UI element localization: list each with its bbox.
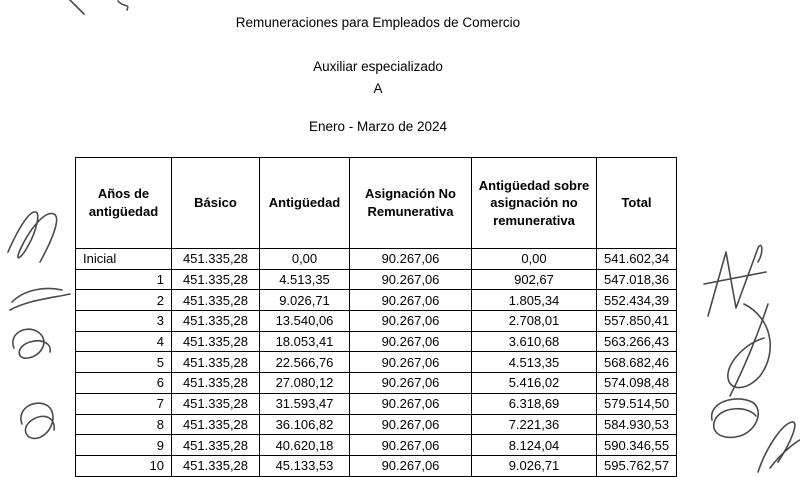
table-cell: 595.762,57	[596, 454, 677, 477]
table-cell: 451.335,28	[171, 372, 260, 394]
table-cell: 451.335,28	[171, 310, 260, 332]
table-cell: 1	[75, 268, 172, 291]
table-cell: 9.026,71	[471, 454, 597, 477]
column-header-5: Total	[596, 157, 677, 249]
table-cell: 902,67	[471, 268, 597, 291]
table-cell: 451.335,28	[171, 413, 260, 436]
table-row: 3 451.335,28 13.540,06 90.267,06 2.708,01 557…	[75, 310, 677, 332]
table-cell: 552.434,39	[596, 289, 677, 312]
signature-scribble-right-1-icon	[703, 244, 767, 317]
table-cell: 9	[75, 434, 172, 456]
table-cell: 36.106,82	[259, 413, 350, 436]
table-cell: 2	[75, 289, 172, 312]
table-row: 8 451.335,28 36.106,82 90.267,06 7.221,36 584…	[75, 413, 677, 436]
table-cell: 90.267,06	[349, 248, 472, 270]
table-header-row: Años de antigüedad Básico Antigüedad Asigna…	[75, 157, 677, 249]
table-cell: 4.513,35	[259, 268, 350, 291]
table-cell: 9.026,71	[259, 289, 350, 312]
table-cell: 90.267,06	[349, 372, 472, 394]
column-header-3: Asignación No Remunerativa	[349, 157, 472, 249]
table-cell: 584.930,53	[596, 413, 677, 436]
table-cell: 4	[75, 330, 172, 353]
document-subtitle: Auxiliar especializado	[313, 59, 443, 74]
table-cell: 6.318,69	[471, 392, 597, 415]
column-header-1: Básico	[171, 157, 260, 249]
table-cell: 579.514,50	[596, 392, 677, 415]
column-header-2: Antigüedad	[259, 157, 350, 249]
table-row: 5 451.335,28 22.566,76 90.267,06 4.513,35 568…	[75, 351, 677, 374]
signature-scribble-right-4-icon	[757, 421, 800, 473]
table-cell: 451.335,28	[171, 330, 260, 353]
table-cell: 8.124,04	[471, 434, 597, 456]
table-cell: 90.267,06	[349, 289, 472, 312]
table-cell: 547.018,36	[596, 268, 677, 291]
table-row: 2 451.335,28 9.026,71 90.267,06 1.805,34 552.…	[75, 289, 677, 312]
table-cell: 568.682,46	[596, 351, 677, 374]
table-row: 4 451.335,28 18.053,41 90.267,06 3.610,68 563…	[75, 330, 677, 353]
table-cell: 4.513,35	[471, 351, 597, 374]
table-cell: 90.267,06	[349, 351, 472, 374]
table-cell: 541.602,34	[596, 248, 677, 270]
table-cell: 90.267,06	[349, 310, 472, 332]
table-cell: 563.266,43	[596, 330, 677, 353]
table-row: 9 451.335,28 40.620,18 90.267,06 8.124,04 590…	[75, 434, 677, 456]
table-cell: 5	[75, 351, 172, 374]
table-cell: 3	[75, 310, 172, 332]
table-cell: 0,00	[471, 248, 597, 270]
table-cell: 90.267,06	[349, 413, 472, 436]
table-cell: 0,00	[259, 248, 350, 270]
signature-scribble-left-2-icon	[9, 287, 71, 311]
column-header-0: Años de antigüedad	[75, 157, 172, 249]
column-header-4: Antigüedad sobre asignación no remunerat…	[471, 157, 597, 249]
table-cell: 3.610,68	[471, 330, 597, 353]
table-cell: 90.267,06	[349, 268, 472, 291]
table-cell: 557.850,41	[596, 310, 677, 332]
signature-scribble-left-3-icon	[12, 328, 52, 359]
table-cell: 7.221,36	[471, 413, 597, 436]
signature-scribble-left-4-icon	[20, 402, 55, 440]
table-cell: 451.335,28	[171, 248, 260, 270]
table-row: 1 451.335,28 4.513,35 90.267,06 902,67 547.01…	[75, 268, 677, 291]
table-cell: 31.593,47	[259, 392, 350, 415]
table-cell: 5.416,02	[471, 372, 597, 394]
table-cell: 451.335,28	[171, 268, 260, 291]
table-cell: 27.080,12	[259, 372, 350, 394]
table-cell: 90.267,06	[349, 454, 472, 477]
table-cell: 40.620,18	[259, 434, 350, 456]
table-cell: 13.540,06	[259, 310, 350, 332]
document-header: Remuneraciones para Empleados de Comerci…	[0, 0, 756, 134]
table-cell: 451.335,28	[171, 454, 260, 477]
salary-scale-table: Años de antigüedad Básico Antigüedad Asigna…	[75, 157, 677, 477]
signature-scribble-left-1-icon	[7, 211, 58, 263]
table-row: 10 451.335,28 45.133,53 90.267,06 9.026,71 59…	[75, 454, 677, 477]
signature-scribble-right-3-icon	[710, 398, 760, 439]
table-cell: 1.805,34	[471, 289, 597, 312]
table-cell: 6	[75, 372, 172, 394]
category-label: A	[373, 81, 383, 96]
table-cell: 451.335,28	[171, 289, 260, 312]
table-row: 7 451.335,28 31.593,47 90.267,06 6.318,69 579…	[75, 392, 677, 415]
table-cell: 10	[75, 454, 172, 477]
table-cell: 451.335,28	[171, 434, 260, 456]
table-cell: 451.335,28	[171, 392, 260, 415]
table-cell: 2.708,01	[471, 310, 597, 332]
table-cell: 22.566,76	[259, 351, 350, 374]
table-cell: 590.346,55	[596, 434, 677, 456]
table-cell: 18.053,41	[259, 330, 350, 353]
table-row: 6 451.335,28 27.080,12 90.267,06 5.416,02 574…	[75, 372, 677, 394]
table-cell: 90.267,06	[349, 434, 472, 456]
table-cell: Inicial	[75, 248, 172, 270]
signature-scribble-right-2-icon	[727, 303, 772, 397]
table-cell: 574.098,48	[596, 372, 677, 394]
period-label: Enero - Marzo de 2024	[308, 119, 448, 134]
table-cell: 90.267,06	[349, 392, 472, 415]
table-cell: 45.133,53	[259, 454, 350, 477]
table-cell: 8	[75, 413, 172, 436]
table-cell: 7	[75, 392, 172, 415]
table-row: Inicial 451.335,28 0,00 90.267,06 0,00 541.60…	[75, 248, 677, 270]
table-cell: 451.335,28	[171, 351, 260, 374]
table-cell: 90.267,06	[349, 330, 472, 353]
document-title: Remuneraciones para Empleados de Comerci…	[235, 15, 521, 30]
